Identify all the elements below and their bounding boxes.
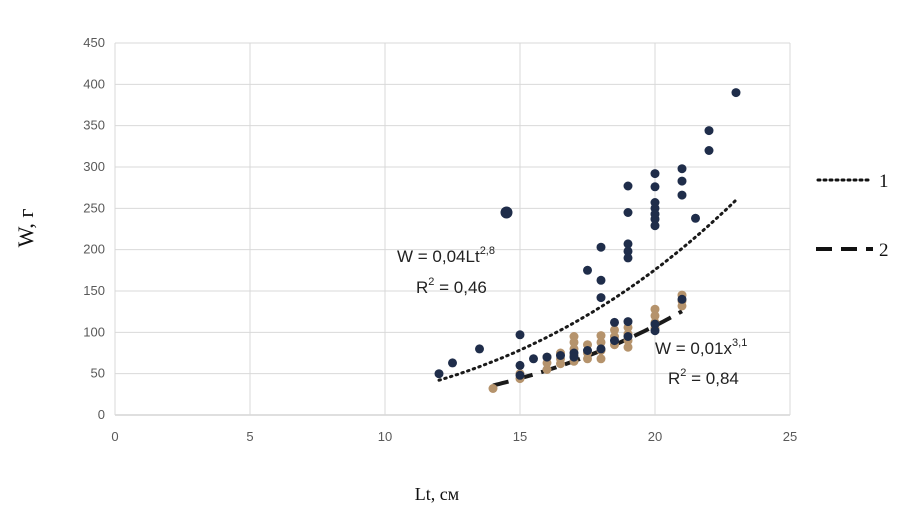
data-point-series-2 [488,384,498,393]
y-tick-label: 0 [98,407,105,422]
data-point-series-1 [677,190,687,200]
legend-1-label: 1 [879,171,889,192]
y-tick-label: 400 [83,76,105,91]
data-point-series-2 [542,365,552,374]
y-tick-label: 150 [83,283,105,298]
data-point-series-1 [650,221,660,231]
y-tick-label: 100 [83,324,105,339]
equation-2: W = 0,01x3,1 [655,337,747,358]
data-point-series-1 [623,239,633,249]
data-point-series-1 [623,253,633,263]
x-tick-label: 0 [111,429,118,444]
data-point-series-1 [434,369,444,379]
data-point-series-1 [596,275,606,285]
data-point-series-2 [610,325,619,335]
trendlines [437,198,738,388]
data-point-series-1 [556,351,565,360]
data-point-series-1 [596,344,606,354]
x-tick-label: 5 [246,429,253,444]
data-point-series-1 [623,332,633,341]
equation-2-exponent: 3,1 [732,337,747,349]
data-point-series-1 [677,164,687,174]
y-tick-label: 300 [83,159,105,174]
y-tick-label: 250 [83,200,105,215]
data-point-series-1 [650,214,660,224]
equation-1-exponent: 2,8 [480,245,495,257]
data-point-series-1 [596,242,606,252]
r-squared-2: R2 = 0,84 [668,367,739,388]
y-axis-label: W, г [13,209,38,248]
grid-lines [114,42,791,416]
data-point-series-1 [650,182,660,192]
data-point-series-1 [650,326,660,336]
data-point-series-1 [529,354,538,364]
data-point-series-1 [623,317,633,327]
data-point-series-1 [691,213,700,223]
data-point-series-1 [610,336,619,346]
data-point-series-2 [569,332,579,341]
equation-2-main: W = 0,01x [655,339,733,358]
data-point-series-1 [448,358,457,368]
r-squared-1: R2 = 0,46 [416,276,487,297]
x-axis-label: Lt, см [415,484,459,504]
data-point-series-2 [650,304,660,314]
trendline-1 [437,198,738,382]
data-point-series-1 [515,370,525,380]
data-point-series-1 [623,246,633,256]
data-point-series-1 [650,169,660,179]
data-point-series-1 [623,208,633,217]
data-point-series-1 [610,317,619,327]
y-tick-label: 200 [83,242,105,257]
data-point-series-2 [596,354,606,364]
data-point-series-1 [623,181,633,191]
data-point-series-1 [704,126,714,136]
data-point-series-1 [596,293,606,303]
axes: 0 50 100 150 200 250 300 350 400 450 0 5 10 15 20 25 [83,35,797,444]
r-squared-1-label: R [416,278,428,297]
r-squared-2-exponent: 2 [680,367,686,379]
x-tick-label: 10 [378,429,392,444]
y-tick-label: 450 [83,35,105,50]
r-squared-2-value: = 0,84 [686,369,738,388]
data-point-series-1 [500,206,513,219]
y-tick-label: 350 [83,118,105,133]
data-point-series-1 [677,176,687,186]
x-tick-label: 25 [783,429,797,444]
r-squared-1-value: = 0,46 [434,278,486,297]
legend: 1 2 [816,171,889,261]
data-point-series-1 [515,360,525,370]
data-point-series-1 [677,294,687,304]
data-point-series-1 [542,352,552,362]
equation-1: W = 0,04Lt2,8 [397,245,495,266]
y-axis-label-text: W, г [13,209,38,248]
r-squared-2-label: R [668,369,680,388]
data-point-series-1 [569,352,579,362]
data-point-series-1 [650,319,660,329]
legend-2-label: 2 [879,240,889,261]
data-point-series-1 [475,344,484,354]
r-squared-1-exponent: 2 [428,276,434,288]
data-point-series-2 [596,337,606,347]
data-point-series-2 [650,311,660,321]
data-point-series-2 [596,331,606,341]
data-point-series-1 [731,88,741,98]
equation-1-main: W = 0,04Lt [397,247,480,266]
data-points [434,88,741,393]
data-point-series-1 [704,146,714,155]
x-tick-label: 15 [513,429,527,444]
x-tick-label: 20 [648,429,662,444]
data-point-series-2 [623,342,633,352]
y-tick-label: 50 [91,366,105,381]
data-point-series-1 [583,346,592,355]
data-point-series-1 [515,330,525,340]
trendline-2 [492,309,683,388]
data-point-series-1 [583,265,592,275]
